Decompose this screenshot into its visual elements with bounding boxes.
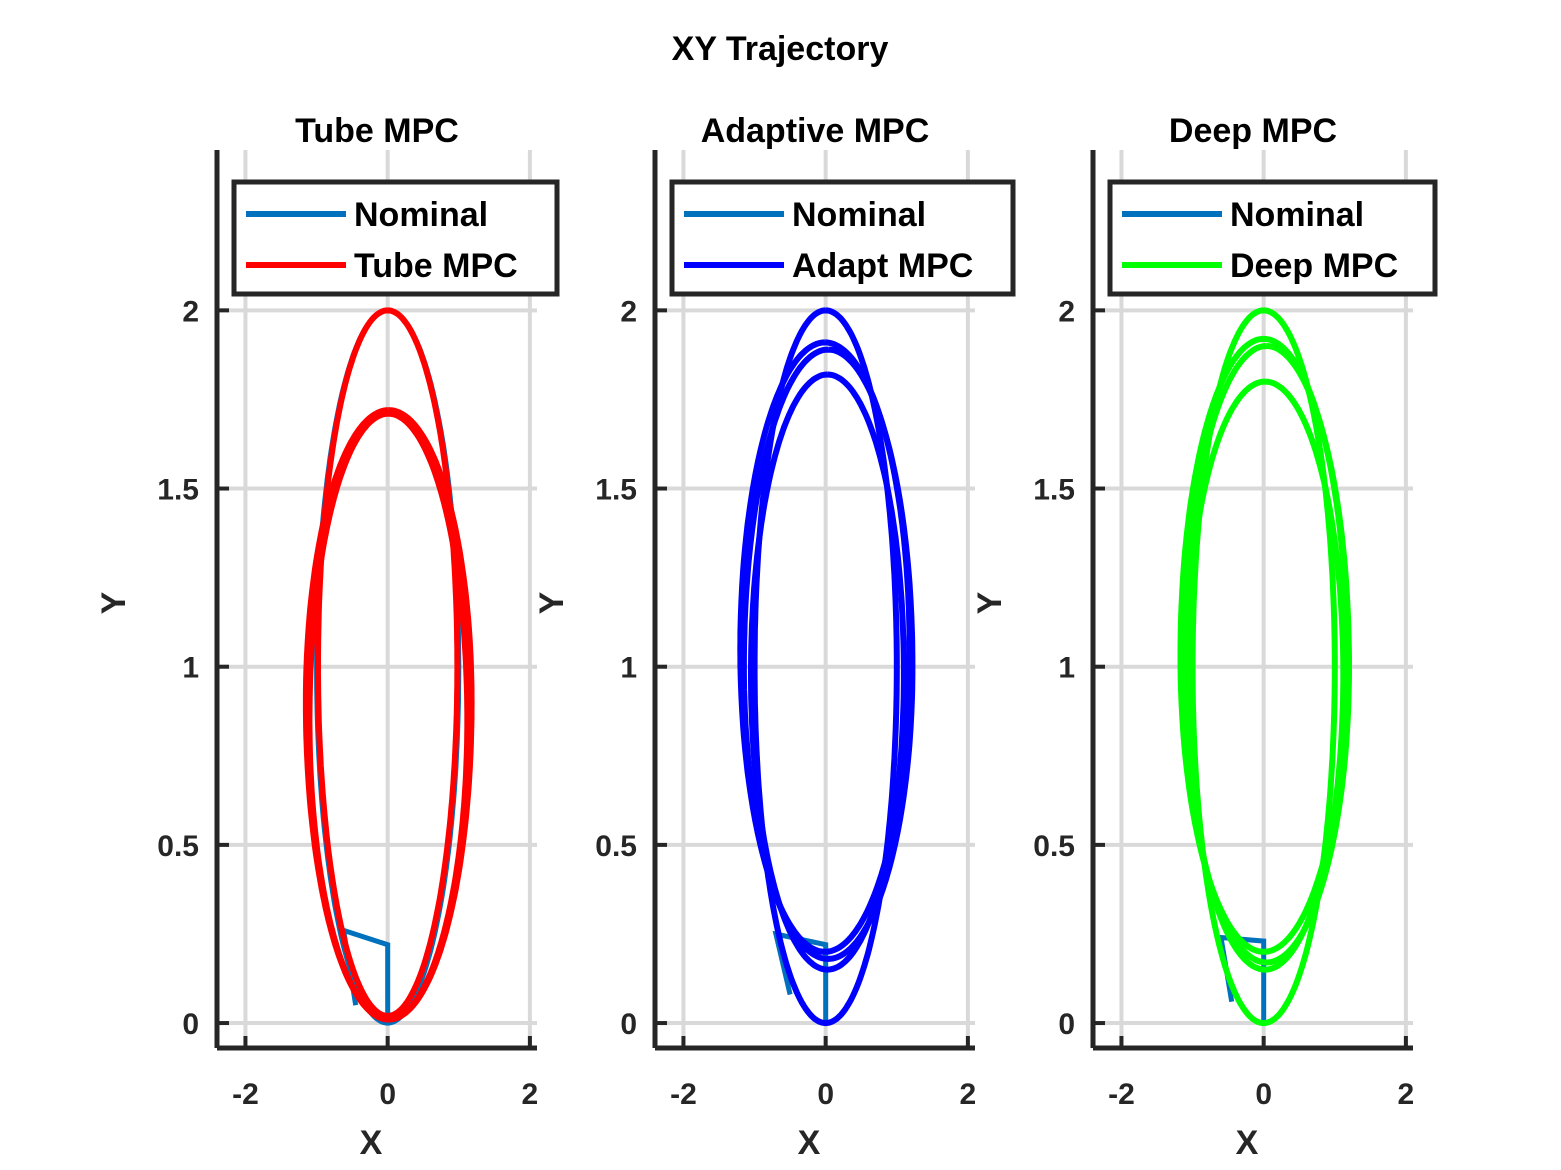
- x-tick-label: -2: [232, 1078, 259, 1111]
- y-axis-label: Y: [95, 591, 133, 614]
- series-deep-mpc-loop-3: [1180, 343, 1352, 966]
- subplot-3: -2 0 2 0 0.5 1 1.5 2 Deep MPC X Y Nominal Deep MPC: [971, 112, 1438, 1162]
- y-tick-label: 1.5: [157, 474, 199, 507]
- figure-title: XY Trajectory: [672, 30, 889, 68]
- y-tick-label: 0: [182, 1008, 199, 1041]
- legend-box: [231, 179, 560, 297]
- x-tick-label: -2: [1108, 1078, 1135, 1111]
- x-tick-label: 0: [379, 1078, 396, 1111]
- x-axis-label: X: [798, 1124, 821, 1162]
- subplot-1: -2 0 2 0 0.5 1 1.5 2 Tube MPC X Y Nominal Tube MPC: [95, 112, 560, 1162]
- series-adapt-mpc-loop-3: [740, 346, 916, 962]
- legend-entry: Tube MPC: [354, 247, 518, 285]
- y-tick-label: 1: [182, 652, 199, 685]
- y-tick-label: 0: [620, 1008, 637, 1041]
- legend-entry: Nominal: [1230, 196, 1364, 234]
- subplot-title: Deep MPC: [1169, 112, 1337, 150]
- x-tick-label: 2: [1398, 1078, 1415, 1111]
- y-tick-label: 0.5: [595, 830, 637, 863]
- series-group: [302, 307, 475, 1026]
- legend-entry: Nominal: [354, 196, 488, 234]
- series-group: [737, 307, 916, 1027]
- y-tick-label: 1: [1058, 652, 1075, 685]
- y-tick-label: 2: [1058, 295, 1075, 328]
- subplot-title: Tube MPC: [295, 112, 459, 150]
- legend-box: [1107, 179, 1438, 297]
- subplot-title: Adaptive MPC: [701, 112, 930, 150]
- x-axis-label: X: [360, 1124, 383, 1162]
- x-tick-label: 2: [960, 1078, 977, 1111]
- legend-entry: Adapt MPC: [792, 247, 973, 285]
- y-axis-label: Y: [971, 591, 1009, 614]
- x-tick-label: -2: [670, 1078, 697, 1111]
- x-tick-label: 2: [522, 1078, 539, 1111]
- x-tick-label: 0: [1255, 1078, 1272, 1111]
- legend-entry: Nominal: [792, 196, 926, 234]
- series-tube-mpc-loop-3: [306, 410, 471, 1023]
- y-tick-label: 0.5: [1033, 830, 1075, 863]
- series-group: [1177, 307, 1352, 1027]
- y-tick-label: 1.5: [1033, 474, 1075, 507]
- series-adapt-mpc-loop-4: [748, 371, 907, 973]
- legend: Nominal Tube MPC: [231, 179, 560, 297]
- y-axis-label: Y: [533, 591, 571, 614]
- subplot-2: -2 0 2 0 0.5 1 1.5 2 Adaptive MPC X Y Nominal Adapt …: [533, 112, 1016, 1162]
- legend: Nominal Deep MPC: [1107, 179, 1438, 297]
- y-tick-label: 0: [1058, 1008, 1075, 1041]
- x-axis-label: X: [1236, 1124, 1259, 1162]
- legend-box: [669, 179, 1016, 297]
- y-tick-label: 1: [620, 652, 637, 685]
- legend-entry: Deep MPC: [1230, 247, 1398, 285]
- x-tick-label: 0: [817, 1078, 834, 1111]
- y-tick-label: 2: [182, 295, 199, 328]
- y-tick-label: 2: [620, 295, 637, 328]
- legend: Nominal Adapt MPC: [669, 179, 1016, 297]
- series-deep-mpc-loop-4: [1183, 378, 1347, 973]
- y-tick-label: 0.5: [157, 830, 199, 863]
- y-tick-label: 1.5: [595, 474, 637, 507]
